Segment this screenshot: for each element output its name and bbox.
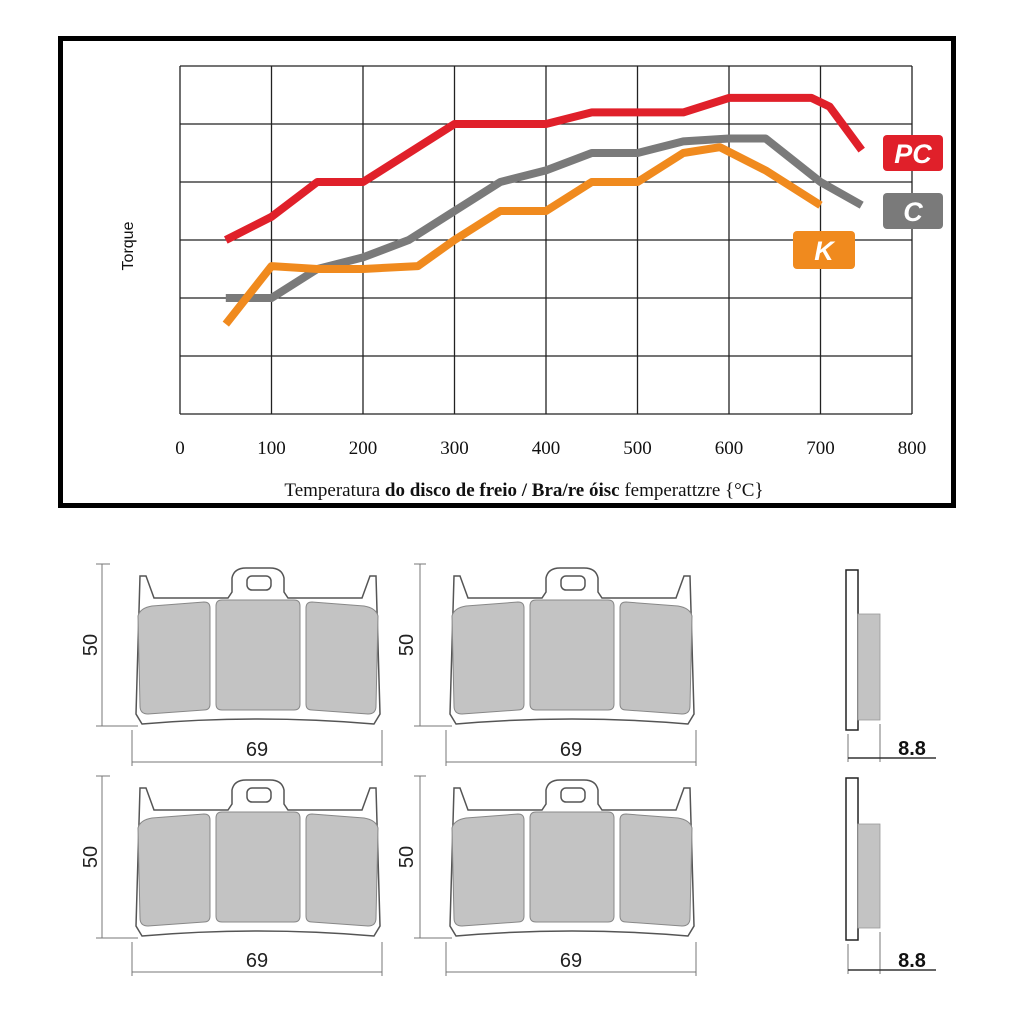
x-tick-label: 700 (806, 438, 835, 459)
pad-drawing-top-right (449, 567, 695, 725)
legend-label: PC (894, 139, 932, 169)
pad-width-dimension: 69 (246, 739, 268, 761)
x-tick-label: 200 (349, 438, 378, 459)
x-tick-label: 500 (623, 438, 652, 459)
brake-pad-drawings: 50 69 50 69 50 69 50 69 8.8 (80, 563, 936, 976)
pad-height-dimension: 50 (396, 634, 418, 656)
pad-thickness-dimension: 8.8 (898, 950, 926, 972)
pad-drawing-top-left (135, 567, 381, 725)
y-axis-label: Torque (120, 221, 137, 270)
chart-panel: PC C K 0 100 200 300 400 500 600 700 800 Torque Te… (58, 36, 956, 508)
x-tick-label: 800 (898, 438, 927, 459)
pad-side-profile-top: 8.8 (845, 569, 936, 762)
series-line-pc (223, 93, 865, 244)
pad-side-profile-bottom: 8.8 (845, 777, 936, 974)
x-tick-label: 100 (257, 438, 286, 459)
legend-badge-c: C (883, 193, 943, 229)
pad-height-dimension: 50 (80, 634, 102, 656)
x-axis-label: Temperatura do disco de freio / Bra/re ó… (284, 480, 763, 501)
pad-height-dimension: 50 (396, 846, 418, 868)
pad-height-dimension: 50 (80, 846, 102, 868)
legend-label: C (903, 197, 923, 227)
pad-drawing-bottom-left (135, 779, 381, 937)
series-line-k (222, 143, 823, 327)
x-tick-label: 0 (175, 438, 185, 459)
legend-label: K (814, 236, 836, 266)
pad-width-dimension: 69 (560, 950, 582, 972)
x-axis-ticks: 0 100 200 300 400 500 600 700 800 (175, 438, 926, 459)
pad-width-dimension: 69 (246, 950, 268, 972)
pad-drawing-bottom-right (449, 779, 695, 937)
x-tick-label: 600 (715, 438, 744, 459)
x-tick-label: 300 (440, 438, 469, 459)
torque-chart: PC C K 0 100 200 300 400 500 600 700 800 Torque Te… (120, 65, 943, 501)
series-line-c (225, 134, 864, 302)
pad-thickness-dimension: 8.8 (898, 738, 926, 760)
pad-width-dimension: 69 (560, 739, 582, 761)
x-tick-label: 400 (532, 438, 561, 459)
chart-legend: PC C K (793, 135, 943, 269)
legend-badge-pc: PC (883, 135, 943, 171)
x-axis-label-part: femperattzre {°C} (620, 480, 764, 501)
x-axis-label-part: Temperatura (284, 480, 384, 501)
legend-badge-k: K (793, 231, 855, 269)
chart-series (222, 93, 865, 327)
x-axis-label-part: do disco de freio / Bra/re óisc (385, 480, 620, 501)
